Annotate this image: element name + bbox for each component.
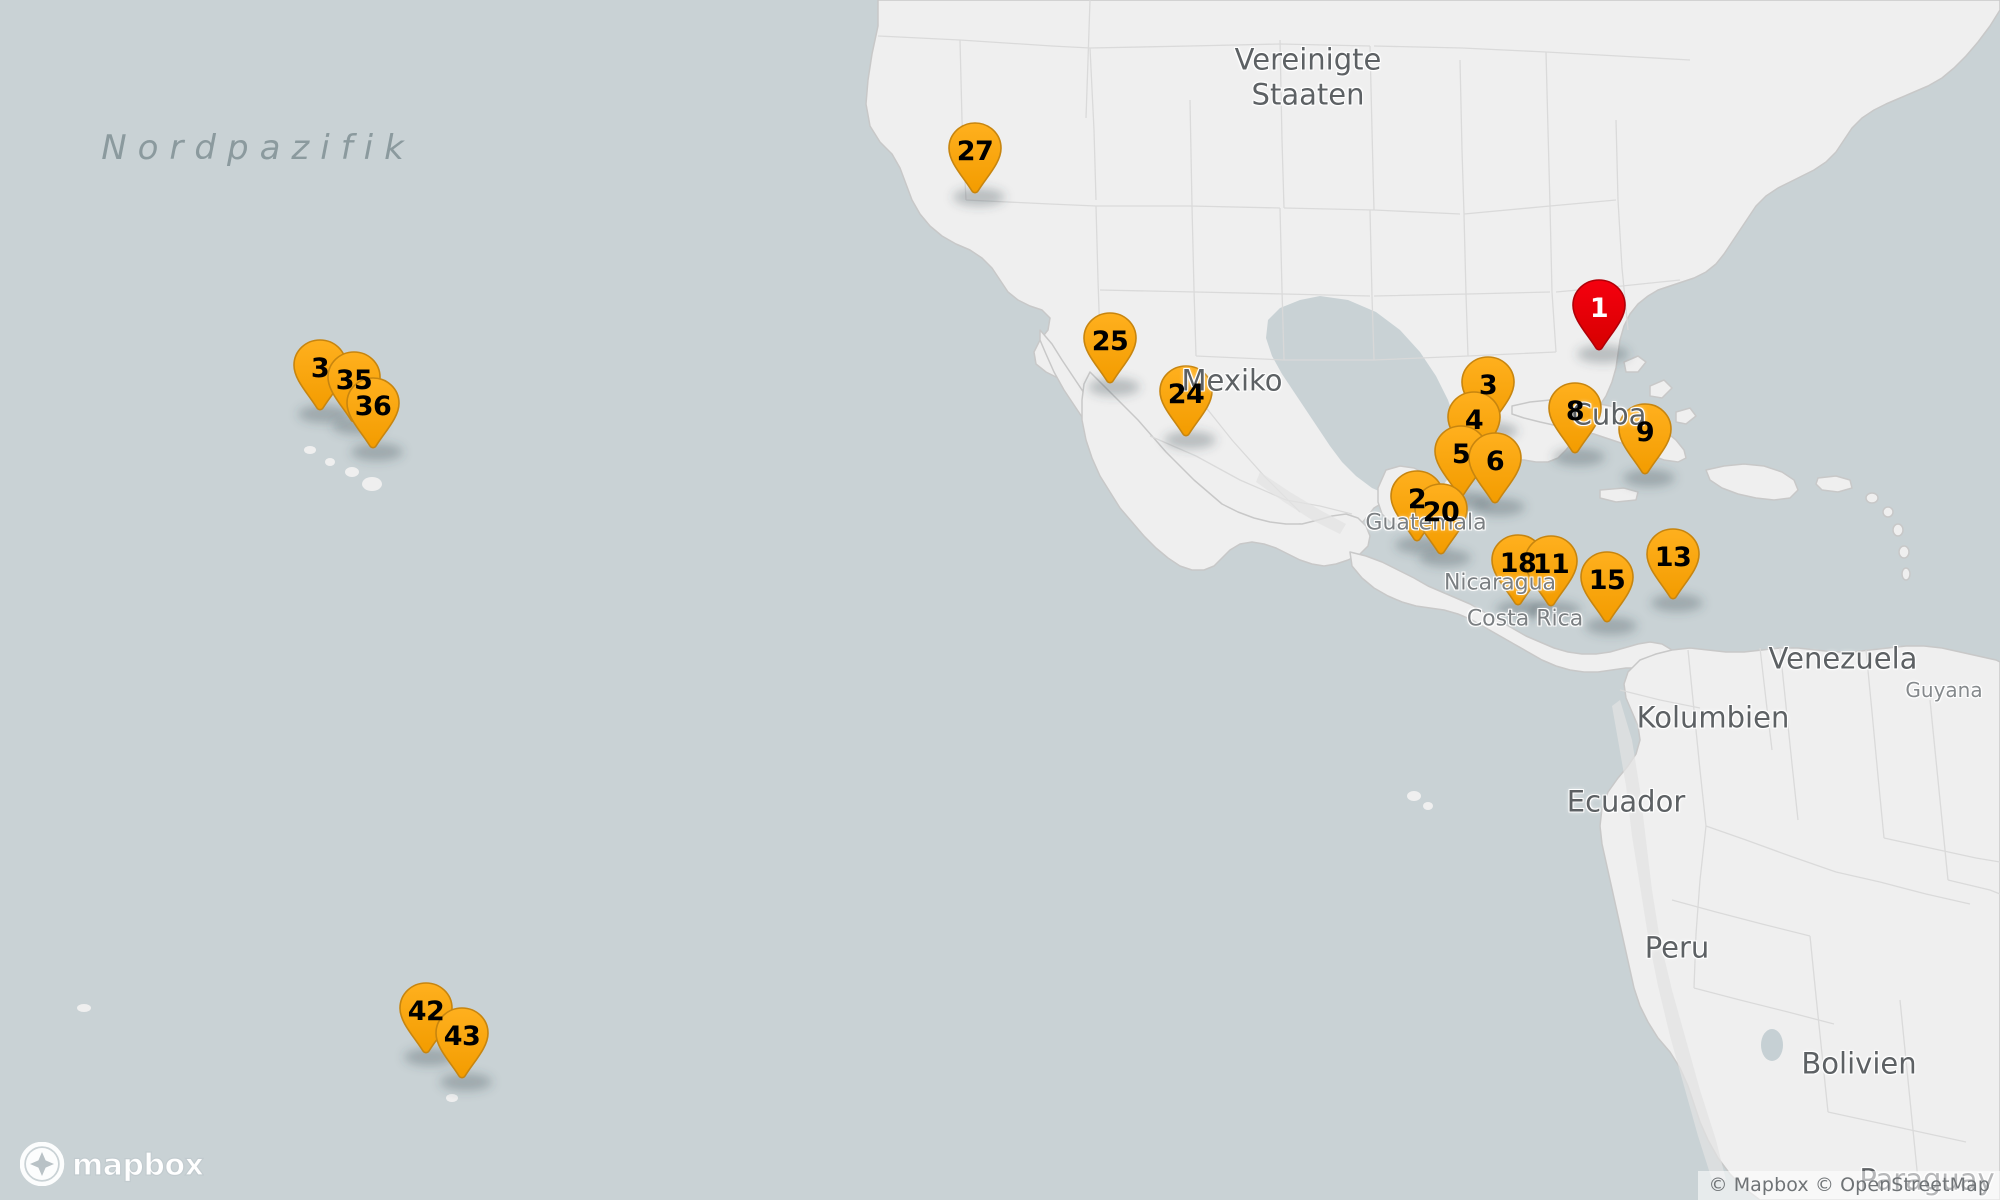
map-marker-number: 43 (443, 1020, 481, 1052)
map-marker-shadow (440, 1073, 492, 1091)
map-marker-number: 6 (1485, 445, 1505, 477)
map-marker-number: 15 (1588, 564, 1626, 596)
map-marker-15[interactable] (1580, 551, 1634, 623)
map-marker-36-label-wrap[interactable]: 36 (343, 376, 403, 454)
map-marker-shadow (1577, 345, 1629, 363)
map-marker-shadow (351, 443, 403, 461)
map-marker-number: 36 (354, 390, 392, 422)
map-marker-9[interactable] (1618, 403, 1672, 475)
map-pin-icon (1572, 279, 1626, 351)
map-marker-13[interactable] (1646, 528, 1700, 600)
map-marker-number: 24 (1167, 378, 1205, 410)
map-marker-25[interactable] (1083, 312, 1137, 384)
map-marker-layer (293, 122, 1703, 1091)
map-marker-20-label-wrap[interactable]: 20 (1411, 482, 1471, 560)
map-marker-shadow (1623, 469, 1675, 487)
map-marker-1[interactable] (1572, 279, 1626, 351)
map-marker-13-label-wrap[interactable]: 13 (1643, 527, 1703, 605)
map-marker-11-label-wrap[interactable]: 11 (1521, 534, 1581, 612)
map-pin-icon (1159, 365, 1213, 437)
map-marker-number: 25 (1091, 325, 1129, 357)
map-marker-number: 9 (1635, 416, 1655, 448)
mapbox-logo-text: mapbox (72, 1148, 204, 1183)
map-pin-icon (1414, 483, 1468, 555)
map-marker-number: 8 (1565, 395, 1585, 427)
map-marker-36[interactable] (346, 377, 400, 449)
map-marker-shadow (1088, 378, 1140, 396)
map-pin-icon (346, 377, 400, 449)
map-pin-icon (1468, 432, 1522, 504)
map-attribution[interactable]: © Mapbox © OpenStreetMap (1698, 1171, 2000, 1200)
map-pin-icon (1083, 312, 1137, 384)
map-marker-number: 27 (956, 135, 994, 167)
map-marker-number: 20 (1422, 496, 1460, 528)
map-pin-icon (948, 122, 1002, 194)
map-marker-shadow (1651, 594, 1703, 612)
map-pin-icon (1646, 528, 1700, 600)
map-marker-shadow (953, 188, 1005, 206)
map-marker-27-label-wrap[interactable]: 27 (945, 121, 1005, 199)
map-marker-6-label-wrap[interactable]: 6 (1465, 431, 1525, 509)
map-marker-shadow (1585, 617, 1637, 635)
map-pin-icon (1524, 535, 1578, 607)
map-marker-number: 13 (1654, 541, 1692, 573)
map-pin-icon (435, 1007, 489, 1079)
map-marker-20[interactable] (1414, 483, 1468, 555)
map-marker-shadow (1473, 498, 1525, 516)
map-marker-27[interactable] (948, 122, 1002, 194)
map-marker-9-label-wrap[interactable]: 9 (1615, 402, 1675, 480)
map-marker-1-label-wrap[interactable]: 1 (1569, 278, 1629, 356)
map-marker-24[interactable] (1159, 365, 1213, 437)
map-marker-shadow (1553, 448, 1605, 466)
map-pin-icon (1548, 382, 1602, 454)
map-marker-shadow (1164, 431, 1216, 449)
map-marker-number: 11 (1532, 548, 1570, 580)
map-marker-43-label-wrap[interactable]: 43 (432, 1006, 492, 1084)
map-pin-icon (1618, 403, 1672, 475)
map-marker-8-label-wrap[interactable]: 8 (1545, 381, 1605, 459)
mapbox-logo[interactable]: mapbox (20, 1142, 204, 1186)
map-marker-number: 1 (1589, 292, 1609, 324)
map-marker-shadow (1529, 601, 1581, 619)
map-marker-24-label-wrap[interactable]: 24 (1156, 364, 1216, 442)
map-marker-6[interactable] (1468, 432, 1522, 504)
map-marker-43[interactable] (435, 1007, 489, 1079)
map-marker-shadow (298, 405, 350, 423)
map-marker-8[interactable] (1548, 382, 1602, 454)
map-pin-icon (1580, 551, 1634, 623)
map-marker-11[interactable] (1524, 535, 1578, 607)
map-marker-15-label-wrap[interactable]: 15 (1577, 550, 1637, 628)
map-marker-25-label-wrap[interactable]: 25 (1080, 311, 1140, 389)
map-marker-shadow (1419, 549, 1471, 567)
mapbox-logo-icon: mapbox (20, 1142, 204, 1186)
